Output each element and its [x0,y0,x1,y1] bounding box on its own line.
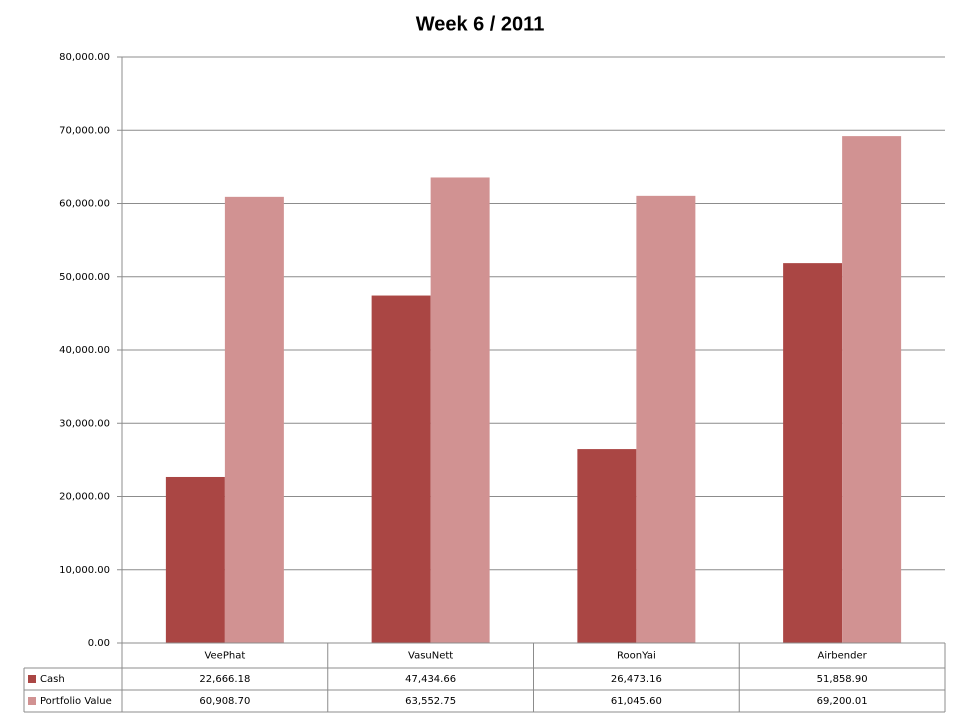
y-tick-label: 40,000.00 [59,345,110,356]
bar [636,195,696,643]
legend-swatch [28,675,36,683]
x-tick-label: VeePhat [204,651,245,662]
table-value: 60,908.70 [199,696,250,707]
y-tick-label: 10,000.00 [59,565,110,576]
bar [165,476,225,643]
bar [430,177,490,643]
y-tick-label: 70,000.00 [59,125,110,136]
x-tick-label: RoonYai [617,651,656,662]
bar [371,295,431,643]
table-value: 69,200.01 [817,696,868,707]
x-tick-label: Airbender [818,651,868,662]
y-tick-label: 0.00 [88,638,110,649]
legend-swatch [28,697,36,705]
bar [577,449,637,643]
table-value: 22,666.18 [199,674,250,685]
legend-label: Portfolio Value [40,696,112,707]
y-tick-label: 80,000.00 [59,52,110,63]
bar [224,196,284,644]
y-tick-label: 60,000.00 [59,199,110,210]
y-tick-label: 30,000.00 [59,418,110,429]
bar [783,263,843,643]
y-tick-label: 50,000.00 [59,272,110,283]
x-tick-label: VasuNett [408,651,453,662]
table-value: 47,434.66 [405,674,456,685]
table-value: 26,473.16 [611,674,662,685]
y-tick-label: 20,000.00 [59,492,110,503]
table-value: 63,552.75 [405,696,456,707]
chart-title: Week 6 / 2011 [416,13,545,35]
table-value: 51,858.90 [817,674,868,685]
bar [842,136,902,643]
table-value: 61,045.60 [611,696,662,707]
legend-label: Cash [40,674,65,685]
